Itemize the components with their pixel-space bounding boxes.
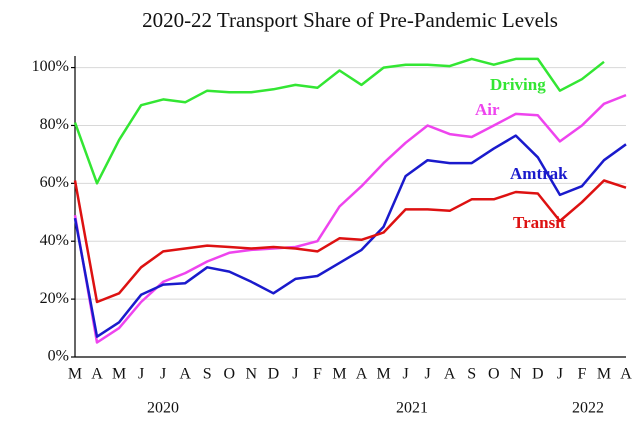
y-tick-label: 40% xyxy=(40,232,69,249)
x-tick-label: A xyxy=(444,366,456,383)
series-label: Air xyxy=(475,100,500,119)
x-tick-label: S xyxy=(203,366,212,383)
x-tick-label: M xyxy=(112,366,126,383)
series-line xyxy=(73,134,627,338)
x-tick-label: J xyxy=(402,366,408,383)
x-tick-label: A xyxy=(620,366,632,383)
x-tick-label: O xyxy=(223,366,235,383)
x-tick-label: J xyxy=(557,366,563,383)
x-tick-label: J xyxy=(160,366,166,383)
year-label: 2022 xyxy=(572,400,604,417)
x-tick-label: J xyxy=(292,366,298,383)
y-tick-label: 0% xyxy=(48,348,69,365)
x-tick-label: F xyxy=(577,366,586,383)
year-label: 2021 xyxy=(396,400,428,417)
y-tick-label: 80% xyxy=(40,116,69,133)
x-tick-label: M xyxy=(68,366,82,383)
x-tick-label: N xyxy=(510,366,522,383)
x-tick-label: A xyxy=(179,366,191,383)
x-tick-label: J xyxy=(425,366,431,383)
x-tick-label: A xyxy=(356,366,368,383)
x-tick-label: F xyxy=(313,366,322,383)
x-tick-label: D xyxy=(268,366,280,383)
series-line xyxy=(73,57,605,185)
x-tick-label: N xyxy=(246,366,258,383)
x-tick-label: M xyxy=(332,366,346,383)
x-tick-label: O xyxy=(488,366,500,383)
series-line xyxy=(73,179,627,304)
x-tick-label: A xyxy=(91,366,103,383)
year-label: 2020 xyxy=(147,400,179,417)
x-tick-label: D xyxy=(532,366,544,383)
x-tick-label: M xyxy=(376,366,390,383)
y-tick-label: 60% xyxy=(40,174,69,191)
y-tick-label: 100% xyxy=(32,58,69,75)
y-tick-label: 20% xyxy=(40,290,69,307)
chart-title: 2020-22 Transport Share of Pre-Pandemic … xyxy=(142,8,558,32)
x-tick-label: M xyxy=(597,366,611,383)
x-tick-label: J xyxy=(138,366,144,383)
series-line xyxy=(73,93,627,344)
series-label: Driving xyxy=(490,75,546,94)
x-tick-label: S xyxy=(467,366,476,383)
series-label: Transit xyxy=(513,213,566,232)
series-label: Amtrak xyxy=(510,164,568,183)
